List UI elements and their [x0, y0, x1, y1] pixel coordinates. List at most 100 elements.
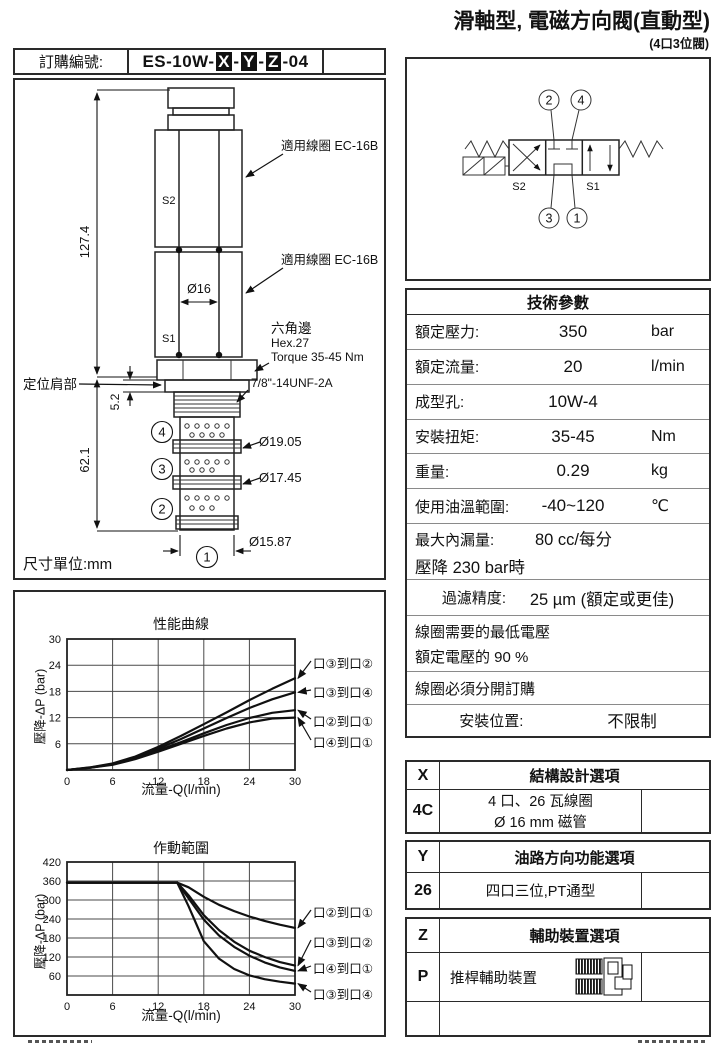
- svg-text:24: 24: [49, 660, 61, 672]
- svg-text:360: 360: [43, 876, 61, 888]
- solenoid-symbol: [462, 156, 509, 176]
- svg-text:120: 120: [43, 952, 61, 964]
- dim-62-label: 62.1: [77, 447, 92, 472]
- symbol-port-1: 1: [574, 212, 581, 226]
- option-y-row-code: 26: [407, 873, 440, 908]
- tech-label: 安裝扭矩:: [415, 429, 480, 447]
- tech-row-mounting: 安裝位置: 不限制: [407, 705, 709, 736]
- port-balloons: 4 3 2 1: [150, 420, 219, 569]
- svg-text:30: 30: [49, 634, 61, 646]
- leak-condition: 壓降 230 bar時: [415, 558, 526, 577]
- footer-code-fragment-right: [638, 1040, 706, 1043]
- tech-unit: ℃: [651, 498, 669, 516]
- order-code-z: Z: [265, 52, 282, 71]
- option-z-title: 輔助裝置選項: [529, 928, 620, 945]
- order-code-prefix: ES-10W-: [142, 51, 215, 71]
- chart2-legend-4: 口③到口④: [313, 988, 373, 1002]
- tech-value: -40~120: [541, 496, 605, 516]
- tech-unit: bar: [651, 322, 675, 340]
- port-4-label: 4: [158, 425, 165, 440]
- leak-value: 80 cc/每分: [535, 530, 613, 549]
- hex-label-1: 六角邊: [271, 321, 312, 336]
- option-table-z: Z 輔助裝置選項 P 推桿輔助裝置: [405, 917, 711, 1037]
- option-z-row-desc: 推桿輔助裝置: [440, 953, 642, 1001]
- tech-row-torque: 安裝扭矩: 35-45 Nm: [407, 420, 709, 455]
- svg-text:6: 6: [55, 739, 61, 751]
- svg-text:6: 6: [110, 1001, 116, 1013]
- option-x-desc-line2: Ø 16 mm 磁管: [494, 815, 587, 831]
- spring-right: [618, 139, 664, 159]
- order-code-sep2: -: [258, 51, 265, 71]
- chart1-xlabel: 流量-Q(l/min): [141, 782, 221, 797]
- hydraulic-symbol: 2 4 S2 S1: [462, 89, 664, 229]
- option-table-x: X 結構設計選項 4C 4 口、26 瓦線圈 Ø 16 mm 磁管: [405, 760, 711, 834]
- tech-row-flow: 額定流量: 20 l/min: [407, 350, 709, 385]
- order-code-sep1: -: [233, 51, 240, 71]
- tech-label: 額定流量:: [415, 359, 480, 377]
- coil-voltage-line1: 線圈需要的最低電壓: [415, 623, 551, 641]
- dimension-lines: 127.4 62.1 5.2 Ø16: [77, 89, 251, 556]
- chart1-legend-2: 口③到口④: [313, 686, 373, 700]
- performance-curve-chart: 0 6 12 18 24 30 6 12 18 24 30: [49, 634, 312, 788]
- svg-text:18: 18: [198, 1001, 210, 1013]
- symbol-s2-label: S2: [512, 181, 525, 193]
- option-z-row: P 推桿輔助裝置: [407, 953, 709, 1002]
- option-table-y: Y 油路方向功能選項 26 四口三位,PT通型: [405, 840, 711, 910]
- filter-label: 過濾精度:: [441, 590, 507, 608]
- chart1-legend-3: 口②到口①: [313, 715, 373, 729]
- operating-range-chart: 0 6 12 18 24 30 60 120 180 240 300 360 420: [43, 857, 312, 1013]
- option-z-code: Z: [407, 919, 440, 952]
- push-pin-device-icon: [575, 957, 633, 996]
- chart2-legend-1: 口②到口①: [313, 906, 373, 920]
- tech-label: 額定壓力:: [415, 324, 480, 342]
- port-holes: [184, 423, 230, 511]
- svg-text:18: 18: [49, 686, 61, 698]
- tech-row-temp: 使用油溫範圍: -40~120 ℃: [407, 489, 709, 525]
- chart1-legend-1: 口③到口②: [313, 657, 373, 671]
- symbol-port-2: 2: [546, 94, 553, 108]
- tech-row-pressure: 額定壓力: 350 bar: [407, 315, 709, 350]
- thread-label: 7/8"-14UNF-2A: [251, 376, 333, 390]
- order-code-x: X: [215, 52, 233, 71]
- svg-text:30: 30: [289, 1001, 301, 1013]
- option-z-empty-row: [407, 1002, 709, 1035]
- svg-text:420: 420: [43, 857, 61, 869]
- option-z-row-empty: [642, 953, 709, 1001]
- tech-value: 20: [563, 356, 583, 376]
- leader-lines: [78, 153, 284, 485]
- order-number-box: 訂購編號: ES-10W- X - Y - Z -04: [13, 48, 386, 75]
- svg-text:300: 300: [43, 895, 61, 907]
- tech-row-cavity: 成型孔: 10W-4: [407, 385, 709, 420]
- valve-drawing-box: 127.4 62.1 5.2 Ø16: [13, 78, 386, 580]
- coil-note-2: 適用線圈 EC-16B: [281, 252, 378, 267]
- spring-left: [464, 139, 510, 159]
- option-x-title: 結構設計選項: [529, 768, 620, 785]
- leak-label: 最大內漏量:: [415, 531, 495, 549]
- hex-label-2: Hex.27: [271, 336, 309, 350]
- option-z-empty-rest: [440, 1002, 709, 1035]
- option-x-row-desc: 4 口、26 瓦線圈 Ø 16 mm 磁管: [440, 790, 642, 832]
- option-z-empty-code: [407, 1002, 440, 1035]
- tech-value: 0.29: [556, 461, 590, 481]
- page-subtitle: (4口3位閥): [649, 37, 709, 51]
- tech-row-coil-order: 線圈必須分開訂購: [407, 672, 709, 705]
- option-z-header-row: Z 輔助裝置選項: [407, 919, 709, 953]
- option-y-header-row: Y 油路方向功能選項: [407, 842, 709, 873]
- tech-unit: Nm: [651, 427, 676, 445]
- symbol-s1-label: S1: [586, 181, 599, 193]
- chart2-legend-3: 口④到口①: [313, 962, 373, 976]
- chart2-xlabel: 流量-Q(l/min): [141, 1008, 221, 1023]
- port-2-label: 2: [158, 502, 165, 517]
- tech-label: 重量:: [415, 463, 450, 481]
- option-y-code: Y: [407, 842, 440, 872]
- drawing-annotations: S2 S1 適用線圈 EC-16B 適用線圈 EC-16B 六角邊 Hex.27…: [23, 138, 378, 573]
- option-z-desc-line1: 推桿輔助裝置: [450, 970, 537, 987]
- tech-label: 使用油溫範圍:: [415, 498, 510, 516]
- svg-text:30: 30: [289, 776, 301, 788]
- coil-voltage-line2: 額定電壓的 90 %: [415, 648, 529, 666]
- tech-row-leakage: 最大內漏量: 80 cc/每分 壓降 230 bar時: [407, 524, 709, 581]
- chart2-legend-2: 口③到口②: [313, 936, 373, 950]
- svg-text:12: 12: [49, 713, 61, 725]
- filter-value: 25 µm (額定或更佳): [529, 590, 675, 609]
- order-number-label: 訂購編號:: [15, 50, 129, 73]
